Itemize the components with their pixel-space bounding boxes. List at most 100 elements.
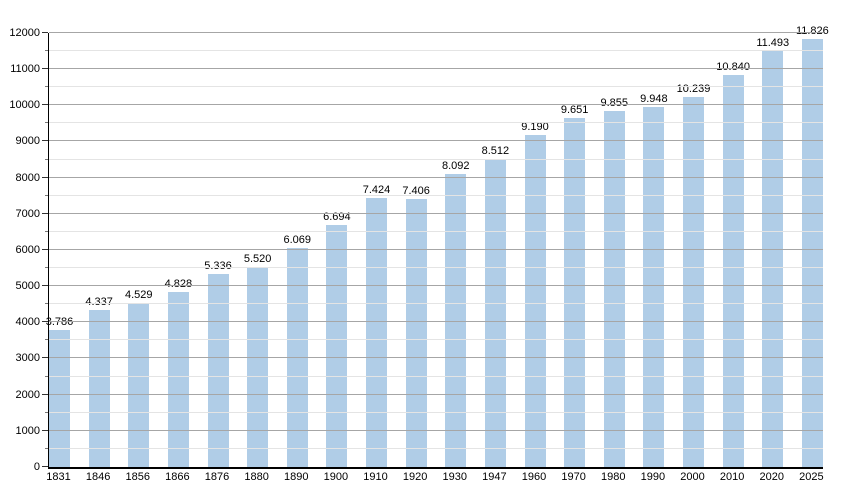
y-minor-tick bbox=[45, 159, 48, 160]
bar-value-label: 6.069 bbox=[283, 234, 312, 246]
bars-container: 3.786 4.337 4.529 4.828 5.336 5.520 6.069 6.694… bbox=[46, 25, 829, 467]
bar-1970 bbox=[564, 118, 586, 467]
bar-1856 bbox=[128, 303, 150, 467]
x-label-slot: 2020 bbox=[760, 471, 784, 483]
x-label-slot: 2010 bbox=[720, 471, 744, 483]
minor-gridline bbox=[49, 231, 823, 232]
x-label-slot: 1831 bbox=[46, 471, 71, 483]
minor-gridline bbox=[49, 86, 823, 87]
bar-1846 bbox=[88, 310, 110, 467]
y-minor-tick bbox=[45, 267, 48, 268]
y-minor-tick bbox=[45, 448, 48, 449]
bar-2000 bbox=[683, 97, 704, 467]
y-minor-tick bbox=[45, 231, 48, 232]
x-label-slot: 2000 bbox=[680, 471, 705, 483]
major-gridline bbox=[49, 213, 823, 214]
major-gridline bbox=[49, 140, 823, 141]
x-label-slot: 1856 bbox=[126, 471, 150, 483]
x-label-slot: 1980 bbox=[601, 471, 625, 483]
x-label-slot: 1880 bbox=[244, 471, 269, 483]
y-major-tick bbox=[42, 104, 48, 105]
minor-gridline bbox=[49, 122, 823, 123]
y-minor-tick bbox=[45, 303, 48, 304]
minor-gridline bbox=[49, 159, 823, 160]
x-tick-label: 1910 bbox=[363, 471, 388, 483]
bar-value-label: 5.336 bbox=[204, 260, 232, 272]
bar-slot: 7.406 bbox=[402, 185, 430, 467]
y-tick-label: 4000 bbox=[15, 316, 40, 328]
x-tick-label: 1970 bbox=[561, 471, 586, 483]
y-minor-tick bbox=[45, 195, 48, 196]
y-tick-label: 3000 bbox=[15, 352, 40, 364]
y-axis-labels: 0 1000 2000 3000 4000 5000 6000 7000 8000 9000 100… bbox=[0, 0, 40, 500]
bar-slot: 4.828 bbox=[165, 278, 192, 467]
major-gridline bbox=[49, 285, 823, 286]
x-label-slot: 1947 bbox=[482, 471, 507, 483]
y-tick-label: 0 bbox=[33, 461, 40, 473]
bar-value-label: 4.828 bbox=[164, 278, 193, 290]
y-tick-label: 6000 bbox=[15, 244, 40, 256]
x-tick-label: 1846 bbox=[85, 471, 111, 483]
y-tick-label: 8000 bbox=[15, 172, 40, 184]
minor-gridline bbox=[49, 50, 823, 51]
y-major-tick bbox=[42, 321, 48, 322]
bar-value-label: 8.512 bbox=[481, 145, 510, 157]
y-tick-label: 11000 bbox=[10, 63, 40, 75]
x-tick-label: 1990 bbox=[640, 471, 666, 483]
x-label-slot: 1900 bbox=[323, 471, 349, 483]
bar-slot: 8.512 bbox=[482, 145, 509, 467]
x-label-slot: 1920 bbox=[403, 471, 427, 483]
x-label-slot: 1910 bbox=[363, 471, 388, 483]
bar-value-label: 9.948 bbox=[640, 93, 668, 105]
y-major-tick bbox=[42, 249, 48, 250]
bar-slot: 10.840 bbox=[716, 61, 750, 467]
y-major-tick bbox=[42, 394, 48, 395]
x-label-slot: 1960 bbox=[522, 471, 546, 483]
x-tick-label: 1900 bbox=[323, 471, 349, 483]
x-label-slot: 1990 bbox=[640, 471, 666, 483]
x-tick-label: 1947 bbox=[482, 471, 507, 483]
bar-2020 bbox=[762, 51, 784, 467]
x-tick-label: 1880 bbox=[244, 471, 269, 483]
y-major-tick bbox=[42, 140, 48, 141]
y-minor-tick bbox=[45, 339, 48, 340]
minor-gridline bbox=[49, 267, 823, 268]
bar-slot: 11.826 bbox=[796, 25, 829, 467]
minor-gridline bbox=[49, 339, 823, 340]
bar-value-label: 6.694 bbox=[323, 211, 351, 223]
bar-1930 bbox=[445, 174, 467, 467]
major-gridline bbox=[49, 32, 823, 33]
bar-slot: 5.520 bbox=[244, 253, 271, 467]
bar-1876 bbox=[207, 274, 229, 467]
y-tick-label: 1000 bbox=[15, 425, 40, 437]
major-gridline bbox=[49, 249, 823, 250]
bar-slot: 9.948 bbox=[640, 93, 668, 467]
x-label-slot: 1876 bbox=[205, 471, 229, 483]
y-minor-tick bbox=[45, 122, 48, 123]
bar-slot: 9.855 bbox=[600, 97, 628, 467]
bar-1990 bbox=[643, 107, 665, 467]
bar-value-label: 11.826 bbox=[795, 25, 829, 37]
x-tick-label: 2025 bbox=[799, 471, 824, 483]
y-major-tick bbox=[42, 32, 48, 33]
bar-slot: 7.424 bbox=[363, 184, 390, 467]
bar-1960 bbox=[524, 135, 546, 467]
bar-value-label: 8.092 bbox=[441, 160, 470, 172]
y-minor-tick bbox=[45, 50, 48, 51]
x-label-slot: 1930 bbox=[443, 471, 467, 483]
bar-1831 bbox=[49, 330, 70, 467]
x-label-slot: 2025 bbox=[799, 471, 824, 483]
x-tick-label: 2000 bbox=[680, 471, 705, 483]
x-tick-label: 1831 bbox=[46, 471, 71, 483]
y-tick-label: 2000 bbox=[15, 389, 40, 401]
major-gridline bbox=[49, 430, 823, 431]
bar-1866 bbox=[167, 292, 189, 467]
minor-gridline bbox=[49, 303, 823, 304]
major-gridline bbox=[49, 177, 823, 178]
x-label-slot: 1866 bbox=[165, 471, 190, 483]
y-minor-tick bbox=[45, 86, 48, 87]
plot-area: 3.786 4.337 4.529 4.828 5.336 5.520 6.069 6.694… bbox=[42, 25, 829, 469]
x-tick-label: 1866 bbox=[165, 471, 190, 483]
bar-value-label: 11.493 bbox=[756, 37, 790, 49]
y-major-tick bbox=[42, 430, 48, 431]
